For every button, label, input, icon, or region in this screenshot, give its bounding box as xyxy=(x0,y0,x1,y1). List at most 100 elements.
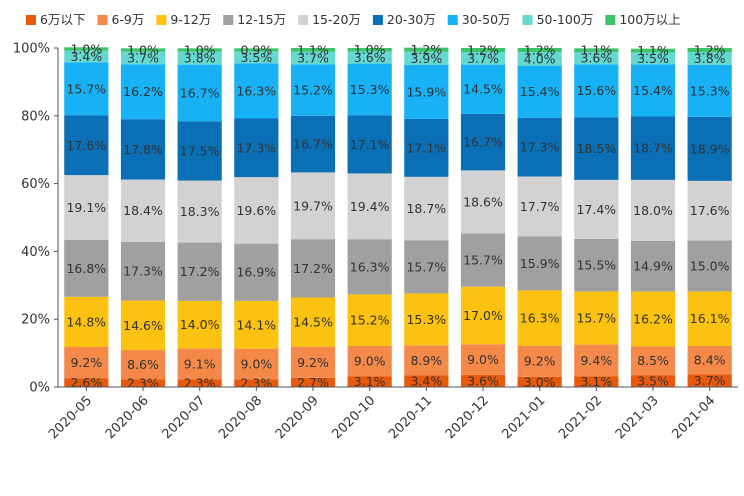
legend-item: 15-20万 xyxy=(298,12,361,27)
data-label: 3.0% xyxy=(524,374,556,389)
bar-segment xyxy=(290,48,336,52)
bar-segment xyxy=(120,119,166,180)
bar-stack xyxy=(347,48,392,387)
bar-segment xyxy=(404,345,449,376)
data-label: 14.5% xyxy=(293,315,333,330)
bar-segment xyxy=(460,286,506,345)
legend-label: 12-15万 xyxy=(237,12,286,27)
bar-segment xyxy=(687,180,732,241)
data-label: 17.1% xyxy=(406,140,446,155)
bar-segment xyxy=(460,64,506,114)
bar-segment xyxy=(290,346,336,378)
x-tick-label: 2020-07 xyxy=(159,393,208,442)
bar-segment xyxy=(460,48,506,53)
bar-segment xyxy=(64,47,109,51)
bar-segment xyxy=(177,51,222,65)
plot-area xyxy=(64,47,732,387)
data-label: 9.2% xyxy=(70,355,102,370)
y-tick-label: 100% xyxy=(13,42,50,57)
data-label: 17.7% xyxy=(520,199,560,214)
bar-segment xyxy=(574,117,619,180)
data-label: 16.9% xyxy=(236,265,276,280)
data-label: 8.5% xyxy=(637,353,669,368)
legend-item: 6万以下 xyxy=(26,12,85,27)
bar-stack xyxy=(460,48,506,387)
bar-segment xyxy=(630,48,676,53)
data-label: 9.0% xyxy=(240,356,272,371)
data-label: 18.4% xyxy=(123,203,163,218)
bar-segment xyxy=(574,291,619,345)
bar-segment xyxy=(517,290,562,346)
data-label: 16.3% xyxy=(236,83,276,98)
data-label: 3.4% xyxy=(410,374,442,389)
bar-segment xyxy=(64,115,109,176)
data-label: 3.5% xyxy=(240,50,272,65)
bar-segment xyxy=(574,179,619,239)
data-label: 3.4% xyxy=(70,49,102,64)
bar-segment xyxy=(120,350,166,380)
data-label: 3.6% xyxy=(354,50,386,65)
data-label: 16.8% xyxy=(66,261,106,276)
bar-segment xyxy=(234,379,279,387)
legend-item: 20-30万 xyxy=(372,12,436,27)
legend-item: 30-50万 xyxy=(447,12,511,27)
x-tick-label: 2020-08 xyxy=(216,393,265,442)
bar-segment xyxy=(517,48,562,53)
data-label: 3.6% xyxy=(580,51,612,66)
data-label: 15.6% xyxy=(576,83,616,98)
bar-segment xyxy=(574,48,619,53)
bar-segment xyxy=(64,175,109,240)
data-label: 1.0% xyxy=(127,43,159,58)
bar-segment xyxy=(517,236,562,291)
bar-segment xyxy=(290,239,336,298)
bar-stack xyxy=(630,48,676,387)
data-label: 17.8% xyxy=(123,142,163,157)
data-label: 3.6% xyxy=(467,373,499,388)
data-label: 17.1% xyxy=(350,137,390,152)
bar-segment xyxy=(517,52,562,66)
bar-segment xyxy=(687,116,732,181)
bar-segment xyxy=(404,47,449,52)
data-label: 15.9% xyxy=(406,84,446,99)
legend-label: 6万以下 xyxy=(40,12,85,27)
data-label: 2.7% xyxy=(297,375,329,390)
data-label: 1.0% xyxy=(354,42,386,57)
bar-segment xyxy=(177,300,222,349)
data-label: 15.7% xyxy=(463,253,503,268)
bar-segment xyxy=(460,113,506,171)
data-label: 9.2% xyxy=(524,354,556,369)
bar-segment xyxy=(687,48,732,53)
legend-swatch xyxy=(605,15,616,25)
legend-label: 50-100万 xyxy=(537,12,594,27)
bar-segment xyxy=(630,346,676,376)
bar-segment xyxy=(630,52,676,65)
data-label: 17.2% xyxy=(180,264,220,279)
bar-segment xyxy=(234,118,279,178)
y-tick-label: 80% xyxy=(21,109,50,124)
legend-swatch xyxy=(26,15,36,25)
legend-label: 100万以上 xyxy=(619,12,680,27)
data-label: 15.4% xyxy=(633,83,673,98)
data-label: 3.7% xyxy=(127,51,159,66)
x-tick-label: 2020-06 xyxy=(103,393,152,442)
bar-segment xyxy=(347,345,392,377)
bar-segment xyxy=(234,51,279,64)
data-label: 16.3% xyxy=(350,259,390,274)
data-label: 3.1% xyxy=(580,374,612,389)
bar-segment xyxy=(234,177,279,244)
bar-segment xyxy=(347,51,392,64)
bar-segment xyxy=(517,376,562,387)
data-label: 8.4% xyxy=(694,353,726,368)
data-label: 14.5% xyxy=(463,82,503,97)
bar-segment xyxy=(347,376,392,387)
data-label: 15.5% xyxy=(576,258,616,273)
bar-segment xyxy=(517,65,562,118)
data-label: 1.2% xyxy=(694,43,726,58)
bar-segment xyxy=(574,344,619,377)
data-label: 16.2% xyxy=(123,84,163,99)
data-label: 15.2% xyxy=(293,83,333,98)
data-label: 18.3% xyxy=(180,204,220,219)
bar-stack xyxy=(687,48,732,387)
bar-segment xyxy=(177,48,222,52)
